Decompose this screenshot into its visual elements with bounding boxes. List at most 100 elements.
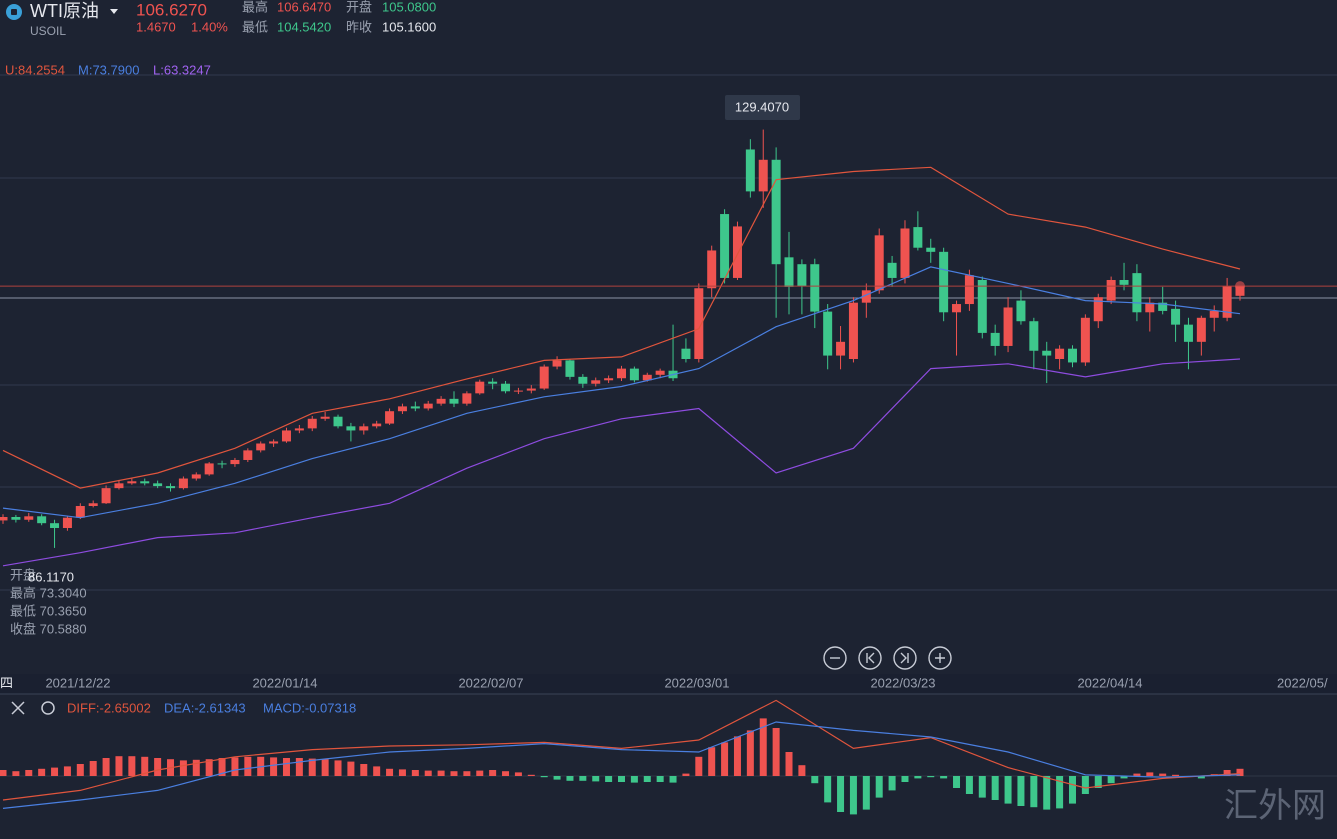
candle-body (166, 486, 176, 489)
logo-inner (11, 9, 17, 15)
macd-bar (476, 770, 484, 776)
candle-body (1003, 307, 1013, 346)
zoom-out[interactable] (823, 646, 847, 670)
candle-body (745, 149, 755, 192)
next[interactable] (893, 646, 917, 670)
candle-body (281, 430, 291, 442)
candle-body (269, 441, 279, 444)
candle-body (1196, 317, 1206, 342)
macd-bar (437, 770, 445, 776)
candle-body (836, 341, 846, 356)
macd-bar (811, 776, 819, 784)
macd-bar (179, 760, 187, 776)
candle-body (307, 418, 317, 429)
settings-icon[interactable] (41, 701, 55, 715)
macd-bar (1133, 773, 1141, 776)
macd-bar (1236, 768, 1244, 776)
macd-bar (1030, 776, 1038, 808)
candle-body (230, 459, 240, 465)
macd-bar (231, 757, 239, 776)
dropdown[interactable] (110, 9, 118, 14)
prev[interactable] (858, 646, 882, 670)
macd-diff: DIFF:-2.65002 (67, 700, 151, 715)
boll-line (2, 266, 1241, 519)
macd-bar (141, 756, 149, 776)
macd-line (2, 721, 1241, 809)
candle-body (861, 290, 871, 303)
candle-body (385, 411, 395, 424)
candle-body (37, 516, 47, 524)
candle-body (294, 428, 304, 431)
candle-body (823, 311, 833, 356)
label: 最高 (242, 0, 268, 14)
candle-body (320, 416, 330, 419)
candle-body (1080, 317, 1090, 363)
macd-bar (102, 758, 110, 776)
macd-bar (978, 776, 986, 798)
candle-body (140, 481, 150, 484)
candle-body (410, 406, 420, 409)
x-tick-label: 2022/04/14 (1077, 675, 1142, 690)
candle-body (952, 304, 962, 313)
ohlc-low: 最低 70.3650 (10, 603, 87, 618)
macd-bar (386, 768, 394, 776)
candle-body (539, 366, 549, 389)
macd-bar (695, 756, 703, 776)
macd-bar (901, 776, 909, 782)
close-icon[interactable] (11, 701, 25, 715)
candle-body (178, 478, 188, 489)
macd-bar (656, 776, 664, 782)
candle-body (552, 360, 562, 367)
macd-bar (1004, 776, 1012, 804)
macd-bar (1197, 776, 1205, 779)
boll-upper: U:84.2554 (5, 62, 65, 77)
x-tick-label: 2022/03/01 (664, 675, 729, 690)
candle-body (513, 390, 523, 392)
macd-bar (682, 773, 690, 776)
x-tick-label: 2021/12/22 (45, 675, 110, 690)
macd-bar (514, 772, 522, 776)
macd-bar (940, 776, 948, 779)
zoom-in[interactable] (928, 646, 952, 670)
macd-bar (270, 757, 278, 776)
price: 106.6270 (136, 0, 207, 19)
value: 105.1600 (382, 19, 436, 34)
candle-body (784, 257, 794, 287)
candle-body (977, 280, 987, 333)
macd-bar (411, 770, 419, 776)
macd-bar (63, 766, 71, 776)
candle-body (1093, 297, 1103, 322)
macd-bar (1068, 776, 1076, 804)
candle-body (488, 381, 498, 384)
macd-bar (759, 718, 767, 776)
macd-bar (1120, 776, 1128, 779)
low-label: 86.1170 (28, 569, 74, 584)
macd-bar (733, 736, 741, 776)
candle-body (617, 368, 626, 379)
macd-bar (463, 771, 471, 776)
macd-bar (205, 759, 213, 776)
candle-body (926, 247, 936, 252)
candle-body (88, 503, 98, 507)
candle-body (333, 416, 343, 427)
macd-bar (592, 776, 600, 782)
candle-body (217, 463, 227, 465)
watermark: 汇外网 (1224, 786, 1326, 826)
zoom-controls (823, 646, 952, 670)
macd-bar (76, 764, 84, 776)
candle-body (1055, 348, 1065, 359)
macd-bar (25, 770, 33, 776)
candle-body (1106, 280, 1116, 301)
macd-bar (334, 760, 342, 776)
candle-body (346, 426, 356, 431)
macd-bar (862, 776, 870, 810)
macd-bar (669, 776, 677, 783)
macd-bar (888, 776, 896, 791)
boll-lower: L:63.3247 (153, 62, 211, 77)
candle-body (694, 288, 704, 359)
candle-body (127, 481, 137, 484)
macd-bar (321, 759, 329, 776)
candle-body (887, 262, 897, 278)
ohlc-close: 收盘 70.5880 (10, 621, 87, 636)
candle-body (75, 506, 85, 518)
